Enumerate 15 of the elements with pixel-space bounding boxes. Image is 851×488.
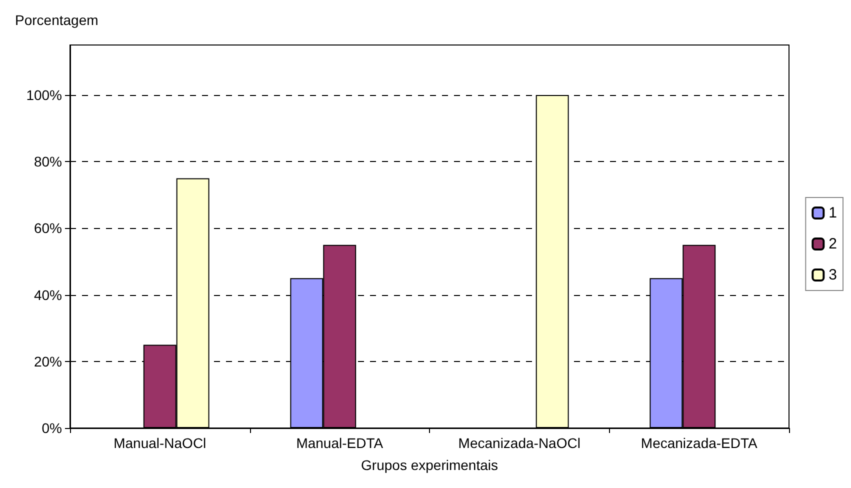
x-tick-label: Manual-EDTA: [296, 435, 384, 451]
y-tick-label: 0%: [42, 420, 62, 436]
y-tick-label: 60%: [34, 220, 62, 236]
legend-label: 1: [828, 204, 837, 222]
x-tick-label: Mecanizada-EDTA: [640, 435, 758, 451]
y-tick-label: 20%: [34, 353, 62, 370]
x-tick-label: Manual-NaOCl: [114, 435, 206, 451]
y-tick-label: 80%: [34, 154, 62, 170]
x-tick-label: Mecanizada-NaOCl: [458, 435, 580, 451]
y-tick-label: 40%: [34, 286, 62, 303]
y-axis-title: Porcentagem: [15, 12, 98, 28]
legend-label: 2: [828, 236, 837, 252]
y-tick-label: 100%: [26, 86, 62, 103]
legend-label: 3: [828, 266, 837, 284]
x-axis-title: Grupos experimentais: [361, 457, 498, 473]
